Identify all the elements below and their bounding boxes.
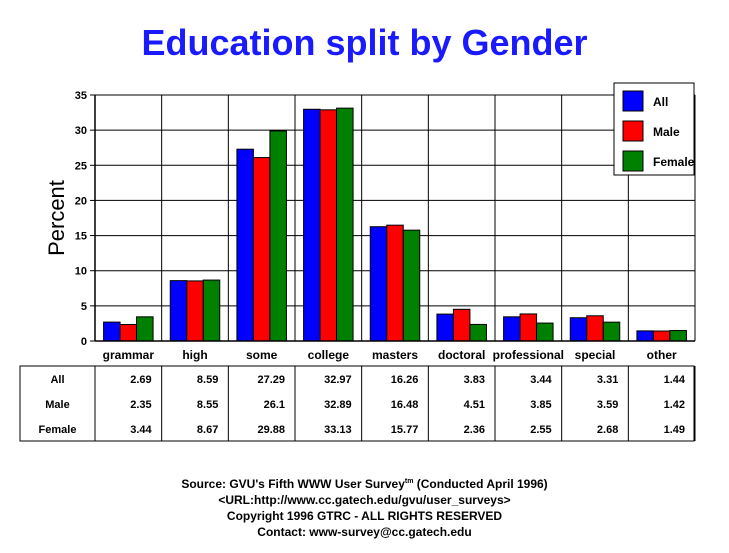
contact: Contact: www-survey@cc.gatech.edu (257, 525, 472, 539)
table-cell: 4.51 (464, 399, 485, 411)
table-cell: 32.89 (324, 399, 352, 411)
table-cell: 27.29 (257, 374, 285, 386)
bar-all-professional (503, 316, 521, 342)
bar-female-doctoral (469, 323, 487, 342)
bar-female-college (336, 107, 354, 342)
table-cell: 8.67 (197, 424, 218, 436)
table-cell: 29.88 (257, 424, 285, 436)
table-cell: 3.85 (530, 399, 551, 411)
category-label: special (575, 348, 616, 362)
legend-swatch (622, 90, 644, 112)
table-cell: 8.59 (197, 374, 218, 386)
bar-chart: 0 5 10 15 20 25 30 35 grammar high some college mas… (19, 82, 696, 442)
table-cell: 3.44 (130, 424, 152, 436)
y-tick-label: 30 (75, 125, 87, 137)
bar-all-some (236, 148, 254, 342)
y-tick-label: 35 (75, 90, 87, 102)
bar-male-college (319, 109, 338, 342)
source-line: Source: GVU's Fifth WWW User Survey (181, 477, 405, 491)
bar-all-high (169, 280, 188, 342)
table-cell: 1.44 (664, 374, 686, 386)
bar-all-grammar (103, 321, 121, 342)
bar-male-doctoral (452, 308, 471, 342)
y-tick-label: 10 (75, 266, 87, 278)
table-cell: 26.1 (264, 399, 285, 411)
legend-label: Male (653, 125, 680, 139)
y-tick-label: 20 (75, 195, 87, 207)
data-table: All 2.69 8.59 27.29 32.97 16.26 3.83 3.44 3.31 1.… (19, 365, 696, 442)
category-label: grammar (103, 348, 155, 362)
bar-male-special (586, 315, 604, 342)
category-labels: grammar high some college masters doctoral pro… (103, 348, 677, 362)
chart-title: Education split by Gender (141, 22, 588, 63)
bars (103, 107, 687, 342)
table-cell: 2.55 (530, 424, 551, 436)
table-row-label: All (50, 374, 64, 386)
bar-all-special (569, 317, 588, 342)
y-tick-label: 5 (81, 301, 87, 313)
bar-all-college (303, 108, 321, 342)
bar-male-other (652, 330, 671, 342)
table-cell: 2.69 (130, 374, 151, 386)
table-cell: 16.26 (391, 374, 419, 386)
bar-female-high (202, 279, 221, 342)
category-label: college (308, 348, 350, 362)
bar-male-professional (519, 313, 538, 342)
category-label: masters (372, 348, 418, 362)
y-tick-label: 0 (81, 336, 87, 348)
bar-female-professional (536, 322, 554, 342)
bar-male-masters (386, 224, 404, 342)
axes (90, 94, 695, 342)
bar-female-grammar (136, 316, 154, 342)
legend-label: Female (653, 155, 695, 169)
bar-female-other (669, 330, 687, 342)
table-cell: 3.83 (464, 374, 485, 386)
table-cell: 3.44 (530, 374, 552, 386)
table-cell: 8.55 (197, 399, 218, 411)
bar-female-some (269, 130, 287, 342)
table-border (19, 365, 695, 442)
y-axis-label: Percent (44, 180, 69, 256)
bar-all-other (636, 330, 654, 342)
bar-all-doctoral (436, 313, 454, 342)
table-cell: 33.13 (324, 424, 352, 436)
legend-swatch (622, 150, 644, 172)
table-cell: 2.36 (464, 424, 485, 436)
bar-male-grammar (119, 323, 138, 342)
source-footer: Source: GVU's Fifth WWW User Surveytm (C… (0, 474, 729, 540)
y-tick-labels: 0 5 10 15 20 25 30 35 (75, 90, 87, 348)
table-cell: 1.49 (664, 424, 685, 436)
table-cell: 3.59 (597, 399, 618, 411)
category-label: professional (493, 348, 564, 362)
table-cell: 2.35 (130, 399, 151, 411)
trademark-mark: tm (404, 478, 414, 485)
category-label: some (246, 348, 278, 362)
table-row-label: Female (39, 424, 77, 436)
table-row-label: Male (45, 399, 69, 411)
table-cell: 32.97 (324, 374, 352, 386)
category-label: other (647, 348, 677, 362)
y-tick-label: 15 (75, 231, 87, 243)
y-tick-label: 25 (75, 160, 87, 172)
copyright: Copyright 1996 GTRC - ALL RIGHTS RESERVE… (226, 509, 503, 523)
table-cell: 1.42 (664, 399, 685, 411)
bar-female-special (602, 321, 621, 342)
bar-male-some (252, 157, 271, 342)
legend-label: All (653, 95, 668, 109)
table-cell: 3.31 (597, 374, 618, 386)
bar-all-masters (369, 226, 388, 342)
legend: All Male Female (613, 82, 695, 176)
bar-female-masters (402, 229, 421, 342)
category-label: high (182, 348, 207, 362)
table-cell: 15.77 (391, 424, 419, 436)
table-cell: 16.48 (391, 399, 419, 411)
source-url: <URL:http://www.cc.gatech.edu/gvu/user_s… (218, 493, 511, 507)
table-cell: 2.68 (597, 424, 618, 436)
survey-date: (Conducted April 1996) (413, 477, 548, 491)
legend-swatch (622, 120, 644, 142)
category-label: doctoral (438, 348, 485, 362)
bar-male-high (186, 280, 204, 342)
